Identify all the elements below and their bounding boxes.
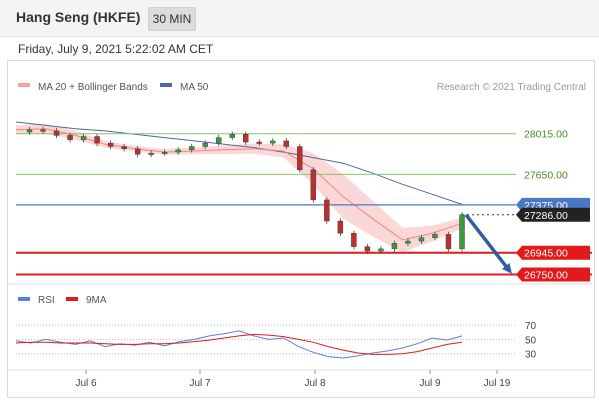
copyright-text: Research © 2021 Trading Central — [437, 82, 586, 93]
candle-body — [324, 199, 330, 222]
candle-body — [202, 142, 208, 147]
chart-frame — [7, 60, 595, 398]
projection-arrow-shaft — [464, 213, 512, 273]
candle-body — [364, 246, 371, 252]
candle-body — [391, 243, 398, 250]
level-label-box — [516, 207, 590, 222]
candle-body — [256, 141, 262, 144]
x-tick-label: Jul 6 — [75, 378, 97, 389]
header-bar: Hang Seng (HKFE) 30 MIN — [0, 0, 599, 37]
candle-body — [229, 134, 235, 138]
candle-body — [134, 148, 141, 155]
x-tick-label: Jul 8 — [304, 378, 326, 389]
x-tick-label: Jul 19 — [484, 378, 511, 389]
x-axis: Jul 6 Jul 7 Jul 8 Jul 9 Jul 19 — [75, 370, 511, 389]
candle-body — [283, 140, 290, 147]
candle-body — [337, 220, 344, 234]
candle-body — [26, 129, 33, 133]
candle-body — [405, 240, 411, 244]
candle-body — [67, 135, 73, 141]
level-label-resistance: 28015.00 — [524, 129, 568, 141]
ma50-legend-label: MA 50 — [180, 82, 209, 93]
level-label-last: 27286.00 — [524, 210, 568, 222]
ma50-legend-swatch — [160, 83, 172, 87]
rsi-ma-legend-swatch — [66, 297, 78, 301]
candle-body — [216, 137, 222, 144]
level-label-support: 26750.00 — [524, 269, 568, 281]
candle-body — [175, 149, 181, 153]
timeframe-button[interactable]: 30 MIN — [148, 7, 196, 31]
rsi-plot: 70 50 30 — [15, 321, 537, 361]
projection-arrow-head — [501, 263, 512, 274]
level-label-box — [516, 245, 590, 260]
candle-body — [188, 146, 195, 151]
ma20-line — [15, 128, 463, 241]
level-label-resistance: 27650.00 — [524, 169, 568, 181]
candle-body — [432, 234, 438, 238]
candle-body — [378, 248, 384, 252]
ma20-legend-label: MA 20 + Bollinger Bands — [38, 82, 148, 93]
bollinger-band-area — [16, 123, 462, 253]
ma50-line — [15, 121, 463, 205]
ma20-legend-swatch — [18, 83, 30, 87]
price-plot: 28015.0027650.0027375.0027286.0026945.00… — [15, 121, 592, 282]
candle-body — [148, 152, 154, 155]
x-tick-label: Jul 7 — [189, 378, 211, 389]
candle-body — [445, 234, 452, 250]
rsi-tick-label: 70 — [525, 321, 537, 332]
candle-body — [107, 142, 114, 147]
candle-body — [351, 233, 357, 247]
candle-body — [243, 134, 249, 143]
level-label-box — [516, 267, 590, 282]
candle-body — [94, 136, 100, 144]
candle-body — [121, 146, 127, 149]
rsi-ma-legend-label: 9MA — [86, 295, 107, 306]
candle-body — [53, 130, 60, 136]
x-tick-label: Jul 9 — [419, 378, 441, 389]
rsi-legend-swatch — [18, 297, 30, 301]
candle-body — [161, 151, 168, 154]
instrument-title: Hang Seng (HKFE) — [16, 9, 141, 25]
candle-body — [418, 237, 425, 242]
rsi-ma-line — [15, 333, 463, 355]
candle-body — [80, 136, 87, 141]
chart-datetime: Friday, July 9, 2021 5:22:02 AM CET — [18, 42, 214, 56]
rsi-legend-label: RSI — [38, 295, 55, 306]
rsi-tick-label: 50 — [525, 335, 537, 346]
candle-body — [310, 169, 317, 201]
level-label-support: 26945.00 — [524, 248, 568, 260]
rsi-line — [15, 330, 463, 359]
candle-body — [297, 146, 303, 171]
rsi-tick-label: 30 — [525, 350, 537, 361]
candle-body — [459, 214, 465, 250]
candle-body — [40, 129, 46, 132]
candle-body — [270, 140, 276, 144]
